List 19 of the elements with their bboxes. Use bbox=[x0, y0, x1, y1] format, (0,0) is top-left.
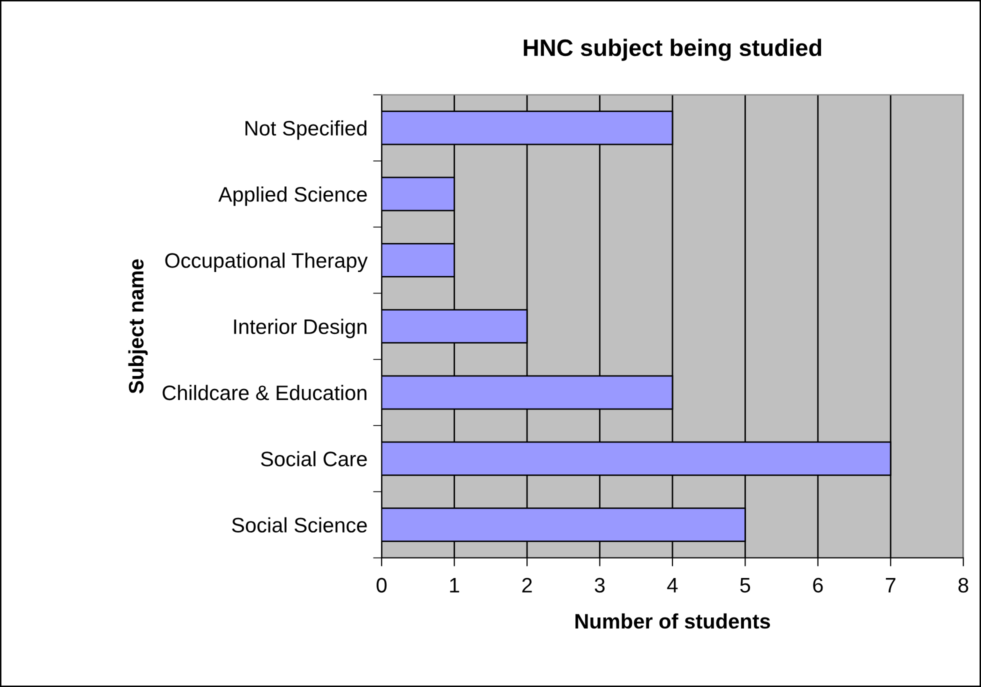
y-tick-label: Interior Design bbox=[234, 318, 366, 338]
y-axis-title: Subject name bbox=[128, 259, 148, 394]
x-tick-label: 0 bbox=[376, 578, 387, 593]
y-tick-label: Occupational Therapy bbox=[165, 252, 368, 272]
x-tick-label: 8 bbox=[958, 578, 968, 593]
x-axis-title: Number of students bbox=[575, 613, 770, 629]
y-tick-label: Not Specified bbox=[246, 120, 366, 140]
x-tick-label: 3 bbox=[594, 578, 605, 593]
x-tick-label: 5 bbox=[740, 578, 750, 593]
y-tick-label: Applied Science bbox=[218, 186, 367, 206]
x-tick-label: 4 bbox=[667, 578, 678, 592]
x-tick-label: 1 bbox=[450, 578, 460, 592]
chart-title: HNC subject being studied bbox=[524, 38, 822, 61]
x-tick-label: 2 bbox=[522, 578, 532, 592]
x-tick-label: 7 bbox=[886, 578, 896, 592]
y-tick-label: Social Science bbox=[232, 517, 367, 533]
y-tick-label: Childcare & Education bbox=[162, 384, 366, 400]
y-tick-label: Social Care bbox=[260, 451, 367, 466]
x-tick-label: 6 bbox=[813, 578, 823, 593]
